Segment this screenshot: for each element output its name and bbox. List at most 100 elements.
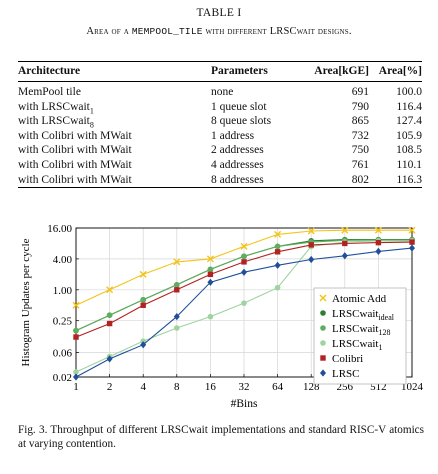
cell-area-pct: 110.1 (396, 158, 422, 171)
cell-area-kge: 750 (351, 144, 369, 157)
legend-marker (319, 294, 327, 302)
data-point (174, 287, 180, 293)
area-table: Architecture Parameters Area[kGE] Area[%… (18, 61, 422, 188)
x-tick-label: 4 (140, 381, 146, 393)
table-caption: Area of a MEMPOOL_TILE with different LR… (86, 26, 352, 37)
data-point (274, 261, 281, 269)
data-point (139, 270, 147, 278)
data-point (140, 296, 146, 303)
data-point (106, 355, 113, 363)
legend-label: Colibri (332, 353, 363, 365)
cell-architecture: with Colibri with MWait (18, 129, 132, 142)
table-number: TABLE I (196, 7, 242, 19)
data-point (274, 243, 281, 250)
y-axis-label: Histogram Updates per cycle (20, 238, 32, 366)
legend-label: LRSCwait128 (332, 323, 390, 337)
table-row: with Colibri with MWait 4 addresses 761 110… (18, 158, 422, 173)
data-point (173, 258, 181, 266)
table-row: with Colibri with MWait 2 addresses 750 108… (18, 143, 422, 158)
cell-area-pct: 116.3 (396, 173, 422, 186)
cell-area-kge: 761 (351, 158, 369, 171)
header-architecture: Architecture (18, 65, 81, 78)
table-row: with Colibri with MWait 8 addresses 802 116… (18, 173, 422, 188)
data-point (73, 373, 79, 381)
data-point (207, 271, 214, 278)
code-identifier: MEMPOOL_TILE (131, 26, 203, 37)
legend-marker (320, 325, 326, 331)
legend-box (313, 287, 407, 385)
data-point (73, 369, 79, 375)
data-point (308, 255, 315, 264)
cell-area-kge: 865 (351, 115, 369, 128)
cell-area-pct: 105.9 (396, 129, 422, 142)
legend-label: LRSCwaitideal (332, 308, 395, 322)
data-point (73, 327, 79, 334)
legend-label: LRSC (332, 368, 360, 380)
cell-parameters: 8 addresses (211, 173, 264, 186)
data-point (241, 253, 247, 260)
data-point (73, 334, 79, 340)
cell-architecture: with Colibri with MWait (18, 144, 132, 157)
data-point (341, 226, 349, 234)
cell-parameters: 1 address (211, 129, 255, 142)
cell-architecture: with Colibri with MWait (18, 158, 132, 171)
legend-marker (320, 340, 326, 346)
x-tick-label: 2 (107, 381, 113, 393)
x-tick-label: 16 (205, 381, 217, 393)
throughput-chart: 1 2 4 8 16 32 64 128 256 512 10240.020.060.251.004… (20, 223, 424, 410)
data-point (106, 312, 113, 318)
data-point (174, 282, 180, 288)
data-point (241, 268, 247, 276)
cell-parameters: 4 addresses (211, 158, 264, 171)
legend-label: Atomic Add (332, 293, 387, 305)
data-point (342, 240, 348, 247)
cell-area-pct: 100.0 (396, 86, 422, 98)
data-point (140, 338, 146, 344)
data-point (375, 247, 382, 256)
cell-area-pct: 108.5 (396, 144, 422, 157)
table-row: with Colibri with MWait 1 address 732 105.9 (18, 129, 422, 144)
data-point (409, 244, 415, 252)
y-tick-label: 0.06 (53, 348, 73, 360)
x-tick-label: 8 (174, 381, 180, 393)
data-point (274, 284, 281, 291)
cell-area-pct: 127.4 (396, 115, 422, 128)
legend-marker (320, 310, 326, 316)
x-tick-label: 32 (239, 381, 250, 393)
table-row: with LRSCwait1 1 queue slot 790 116.4 (18, 100, 422, 115)
data-point (106, 286, 114, 294)
x-tick-label: 64 (272, 381, 284, 393)
cell-architecture: with LRSCwait8 (18, 115, 94, 130)
data-point (241, 300, 247, 306)
data-point (308, 242, 314, 248)
data-point (106, 320, 113, 327)
data-point (241, 259, 247, 265)
table-row: MemPool tile none 691 100.0 (18, 82, 422, 100)
figure-caption: Fig. 3. Throughput of different LRSCwait… (18, 424, 424, 450)
data-point (140, 302, 146, 308)
cell-parameters: 8 queue slots (211, 115, 272, 128)
header-parameters: Parameters (211, 65, 268, 78)
data-point (240, 242, 248, 250)
data-point (374, 226, 382, 234)
data-point (409, 239, 415, 245)
cell-parameters: none (211, 86, 234, 98)
data-point (375, 239, 382, 246)
header-area-kge: Area[kGE] (314, 65, 369, 78)
cell-parameters: 2 addresses (211, 144, 264, 157)
x-tick-label: 1024 (401, 381, 424, 393)
x-axis-label: #Bins (231, 398, 258, 410)
cell-parameters: 1 queue slot (211, 100, 267, 113)
cell-area-kge: 691 (351, 86, 369, 98)
data-point (207, 266, 214, 273)
data-point (174, 325, 180, 331)
cell-area-pct: 116.4 (396, 100, 422, 113)
data-point (140, 341, 147, 349)
y-tick-label: 1.00 (53, 285, 73, 297)
table-header-row: Architecture Parameters Area[kGE] Area[%… (18, 61, 422, 82)
data-point (408, 226, 416, 234)
legend-label: LRSCwait1 (332, 338, 382, 352)
header-area-pct: Area[%] (378, 65, 422, 78)
plot-frame (75, 227, 413, 378)
cell-area-kge: 802 (351, 173, 369, 186)
